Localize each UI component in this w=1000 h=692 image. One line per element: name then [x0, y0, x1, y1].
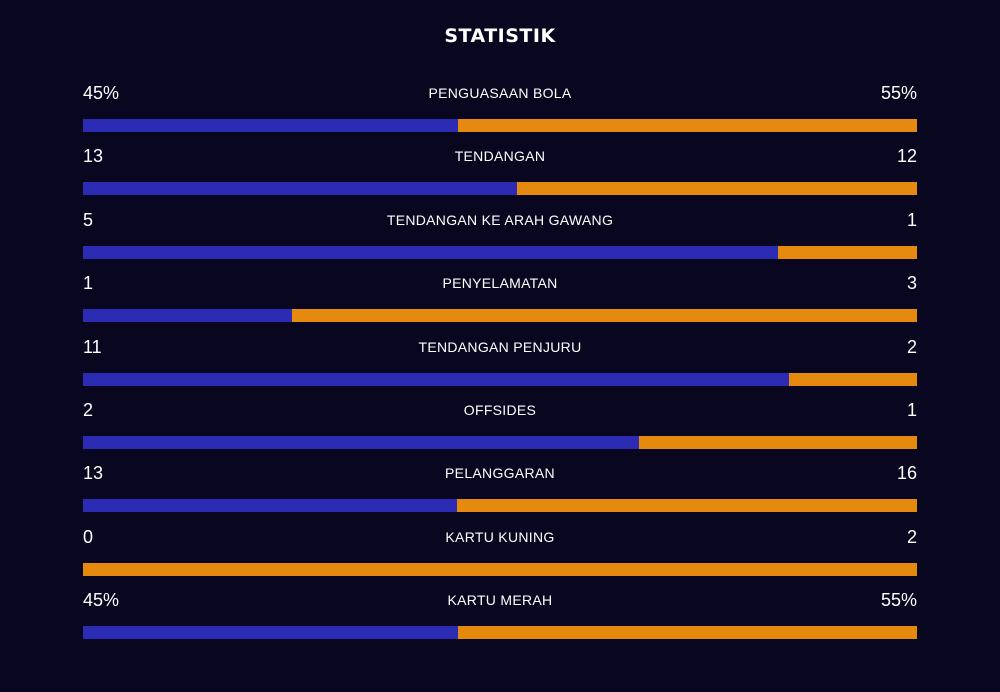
stat-label: PENGUASAAN BOLA: [428, 85, 572, 101]
stat-row-shots: 13 TENDANGAN 12: [83, 143, 917, 206]
comparison-bar: [83, 119, 917, 132]
stat-row-shots-on-target: 5 TENDANGAN KE ARAH GAWANG 1: [83, 207, 917, 270]
away-bar-fill: [457, 499, 917, 513]
away-bar-fill: [639, 435, 917, 449]
away-bar-fill: [292, 309, 917, 323]
home-value: 45%: [83, 83, 120, 103]
home-value: 45%: [83, 590, 120, 611]
home-bar-fill: [83, 119, 458, 132]
home-bar-fill: [83, 626, 458, 640]
home-bar-fill: [83, 499, 457, 513]
home-value: 13: [83, 146, 104, 167]
home-bar-fill: [83, 309, 292, 323]
stats-list: 45% PENGUASAAN BOLA 55% 13 TENDANGAN 12: [83, 80, 917, 651]
away-value: 12: [896, 146, 917, 167]
away-bar-fill: [778, 245, 917, 259]
home-value: 2: [83, 399, 94, 420]
comparison-bar: [83, 499, 917, 513]
home-value: 0: [83, 526, 94, 547]
comparison-bar: [83, 309, 917, 323]
away-value: 3: [906, 273, 917, 294]
stat-label: PELANGGARAN: [445, 465, 555, 482]
comparison-bar: [83, 626, 917, 640]
home-bar-fill: [83, 435, 639, 449]
stat-label: TENDANGAN: [454, 148, 546, 165]
panel-title: STATISTIK: [444, 25, 556, 47]
away-value: 1: [906, 209, 917, 230]
away-bar-fill: [789, 372, 917, 386]
away-value: 16: [896, 463, 917, 484]
away-bar-fill: [517, 182, 917, 196]
home-bar-fill: [83, 182, 517, 196]
comparison-bar: [83, 182, 917, 196]
away-value: 2: [906, 526, 917, 547]
comparison-bar: [83, 435, 917, 449]
stat-label: TENDANGAN KE ARAH GAWANG: [386, 211, 614, 228]
stat-row-saves: 1 PENYELAMATAN 3: [83, 270, 917, 333]
stat-row-fouls: 13 PELANGGARAN 16: [83, 460, 917, 523]
stat-row-red-cards: 45% KARTU MERAH 55%: [83, 587, 917, 650]
home-value: 13: [83, 463, 104, 484]
away-bar-fill: [458, 119, 917, 132]
away-value: 55%: [880, 83, 917, 103]
stat-label: KARTU KUNING: [445, 528, 555, 545]
stat-row-offsides: 2 OFFSIDES 1: [83, 397, 917, 460]
comparison-bar: [83, 562, 917, 576]
away-bar-fill: [83, 562, 917, 576]
stat-label: KARTU MERAH: [447, 592, 553, 609]
home-value: 1: [83, 273, 94, 294]
stat-row-corners: 11 TENDANGAN PENJURU 2: [83, 334, 917, 397]
home-bar-fill: [83, 245, 778, 259]
stat-label: OFFSIDES: [463, 401, 537, 418]
away-value: 55%: [880, 590, 917, 611]
comparison-bar: [83, 245, 917, 259]
home-bar-fill: [83, 372, 789, 386]
stat-label: PENYELAMATAN: [442, 275, 558, 292]
home-value: 11: [83, 336, 102, 357]
away-bar-fill: [458, 626, 917, 640]
stat-label: TENDANGAN PENJURU: [418, 338, 582, 355]
stat-row-possession: 45% PENGUASAAN BOLA 55%: [83, 80, 917, 143]
home-value: 5: [83, 209, 94, 230]
away-value: 1: [906, 399, 917, 420]
stat-row-yellow-cards: 0 KARTU KUNING 2: [83, 524, 917, 587]
away-value: 2: [906, 336, 917, 357]
comparison-bar: [83, 372, 917, 386]
